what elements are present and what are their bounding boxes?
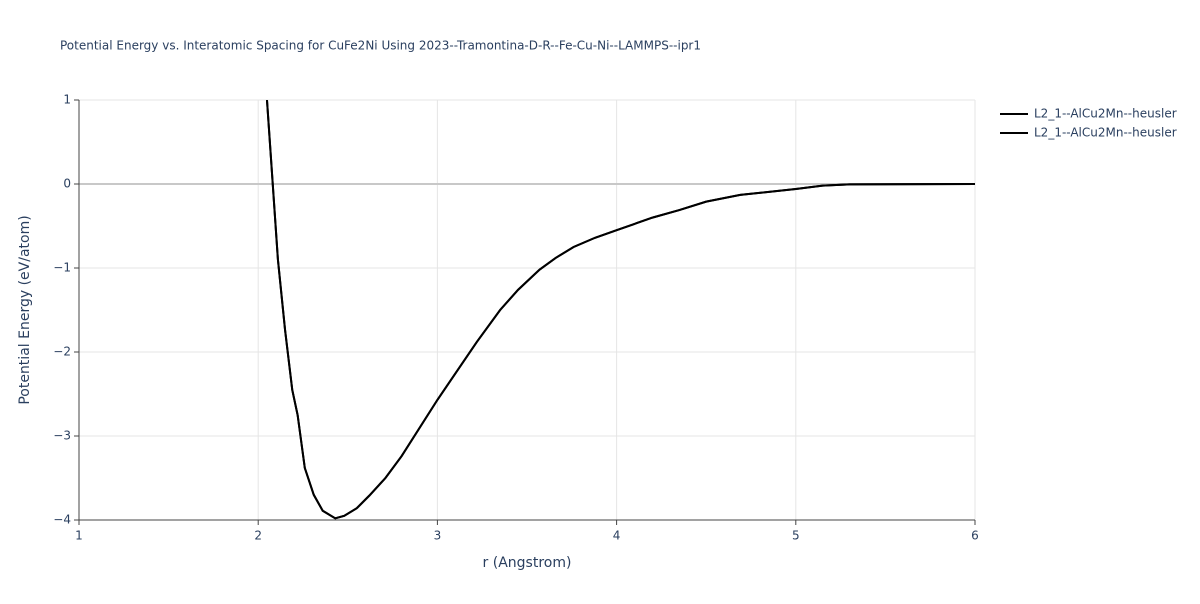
y-tick-label: −3: [53, 429, 71, 443]
series-line: [265, 100, 975, 520]
x-tick-label: 4: [613, 529, 621, 543]
legend-label: L2_1--AlCu2Mn--heusler: [1034, 126, 1177, 140]
chart-title: Potential Energy vs. Interatomic Spacing…: [60, 39, 701, 53]
x-tick-label: 1: [75, 529, 83, 543]
x-tick-label: 2: [254, 529, 262, 543]
x-tick-label: 3: [434, 529, 442, 543]
y-tick-label: −1: [53, 261, 71, 275]
y-tick-label: 1: [63, 93, 71, 107]
y-tick-label: −4: [53, 513, 71, 527]
series-line: [265, 100, 975, 520]
y-tick-label: −2: [53, 345, 71, 359]
y-tick-label: 0: [63, 177, 71, 191]
plot-area: [265, 100, 975, 520]
x-tick-label: 5: [792, 529, 800, 543]
y-axis-title: Potential Energy (eV/atom): [17, 215, 33, 404]
x-tick-label: 6: [971, 529, 979, 543]
x-axis-title: r (Angstrom): [483, 555, 572, 571]
legend-label: L2_1--AlCu2Mn--heusler: [1034, 107, 1177, 121]
